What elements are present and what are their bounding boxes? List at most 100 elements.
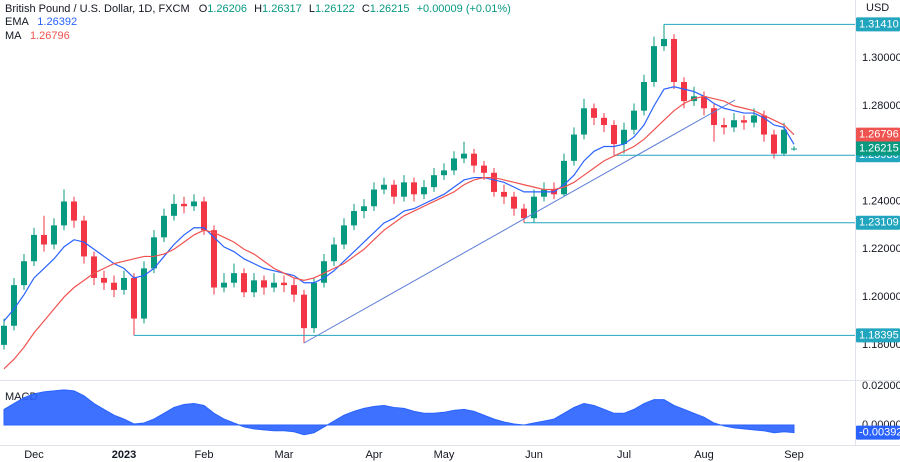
x-tick-label: Apr (365, 449, 382, 461)
x-tick-label: Feb (195, 449, 214, 461)
candle-body (61, 201, 67, 226)
x-tick-label: 2023 (112, 449, 136, 461)
candle-body (141, 268, 147, 319)
series-tag-box (856, 127, 900, 142)
legend-ema: EMA 1.26392 (5, 16, 77, 28)
candle-body (681, 81, 687, 102)
candle-body (761, 115, 767, 135)
candle-body (701, 96, 707, 109)
ohlc-label: C (362, 3, 370, 15)
candle-body (661, 38, 667, 47)
candle-body (391, 184, 397, 197)
candle-body (741, 120, 747, 123)
level-tag-box (856, 17, 900, 32)
candle-body (581, 108, 587, 135)
candle-body (251, 280, 257, 293)
y-tick-label: 1.22000 (862, 243, 900, 255)
level-tag-box (856, 215, 900, 230)
candle-body (201, 201, 207, 231)
chart-header: British Pound / U.S. Dollar, 1D, FXCM O1… (5, 3, 511, 15)
candle-body (31, 234, 37, 262)
legend-value: 1.26392 (37, 16, 77, 28)
macd-tag-box (856, 425, 900, 440)
candle-body (131, 277, 137, 319)
legend-name: EMA (5, 16, 30, 28)
candle-body (311, 282, 317, 329)
y-tick-label: 1.30000 (862, 52, 900, 64)
candle-body (491, 172, 497, 192)
candles (1, 24, 797, 350)
candle-body (361, 206, 367, 212)
x-tick-label: Aug (694, 449, 714, 461)
ohlc-value: 1.26215 (370, 3, 410, 15)
candle-body (451, 158, 457, 171)
candle-body (641, 81, 647, 111)
candle-body (521, 208, 527, 219)
candle-body (81, 220, 87, 257)
macd-area (3, 389, 795, 436)
candle-body (411, 182, 417, 195)
candle-body (151, 237, 157, 269)
ohlc-value: 1.26122 (315, 3, 355, 15)
price-tag: 1.26215 (859, 142, 899, 154)
candle-body (731, 120, 737, 128)
candle-body (671, 38, 677, 82)
legend-value: 1.26796 (30, 30, 70, 42)
candle-body (341, 225, 347, 245)
candle-body (721, 124, 727, 128)
candle-body (261, 280, 267, 288)
ohlc-value: 1.26317 (262, 3, 302, 15)
candle-body (481, 165, 487, 173)
candle-body (1, 325, 7, 345)
macd-tick-label: 0.02000 (862, 380, 900, 392)
x-tick-label: Jun (525, 449, 543, 461)
candle-body (191, 201, 197, 207)
candle-body (271, 282, 277, 288)
candle-body (781, 129, 787, 154)
series-tag: 1.26796 (859, 129, 899, 141)
candle-body (121, 277, 127, 290)
ohlc-label: H (254, 3, 262, 15)
candle-body (601, 117, 607, 125)
candle-body (171, 203, 177, 216)
x-tick-label: May (434, 449, 455, 461)
candle-body (611, 124, 617, 145)
candle-body (621, 129, 627, 145)
candle-body (631, 110, 637, 130)
candle-body (161, 215, 167, 238)
candle-body (371, 189, 377, 207)
x-tick-label: Mar (275, 449, 294, 461)
legend-ma: MA 1.26796 (5, 30, 70, 42)
candle-body (751, 115, 757, 123)
candle-body (791, 148, 797, 150)
y-tick-label: 1.20000 (862, 291, 900, 303)
candle-body (511, 196, 517, 209)
price-tag-box (856, 141, 900, 156)
candle-body (291, 285, 297, 295)
candle-body (461, 153, 467, 159)
candle-body (331, 244, 337, 262)
candle-body (211, 230, 217, 288)
ohlc-value: 1.26206 (207, 3, 247, 15)
candle-body (91, 256, 97, 278)
candle-body (571, 134, 577, 161)
candle-body (301, 294, 307, 329)
candle-body (501, 191, 507, 197)
ohlc-label: O (199, 3, 208, 15)
candle-body (101, 277, 107, 283)
candle-body (221, 282, 227, 288)
candle-body (401, 182, 407, 197)
candle-body (531, 196, 537, 219)
level-tag-box (856, 328, 900, 343)
candle-body (771, 134, 777, 154)
candle-body (41, 234, 47, 245)
candle-body (351, 211, 357, 226)
x-tick-label: Jul (617, 449, 631, 461)
candle-body (541, 189, 547, 197)
candle-body (381, 184, 387, 190)
indicator-line (3, 95, 795, 370)
macd-tag: -0.00392 (859, 426, 900, 438)
candle-body (21, 261, 27, 286)
